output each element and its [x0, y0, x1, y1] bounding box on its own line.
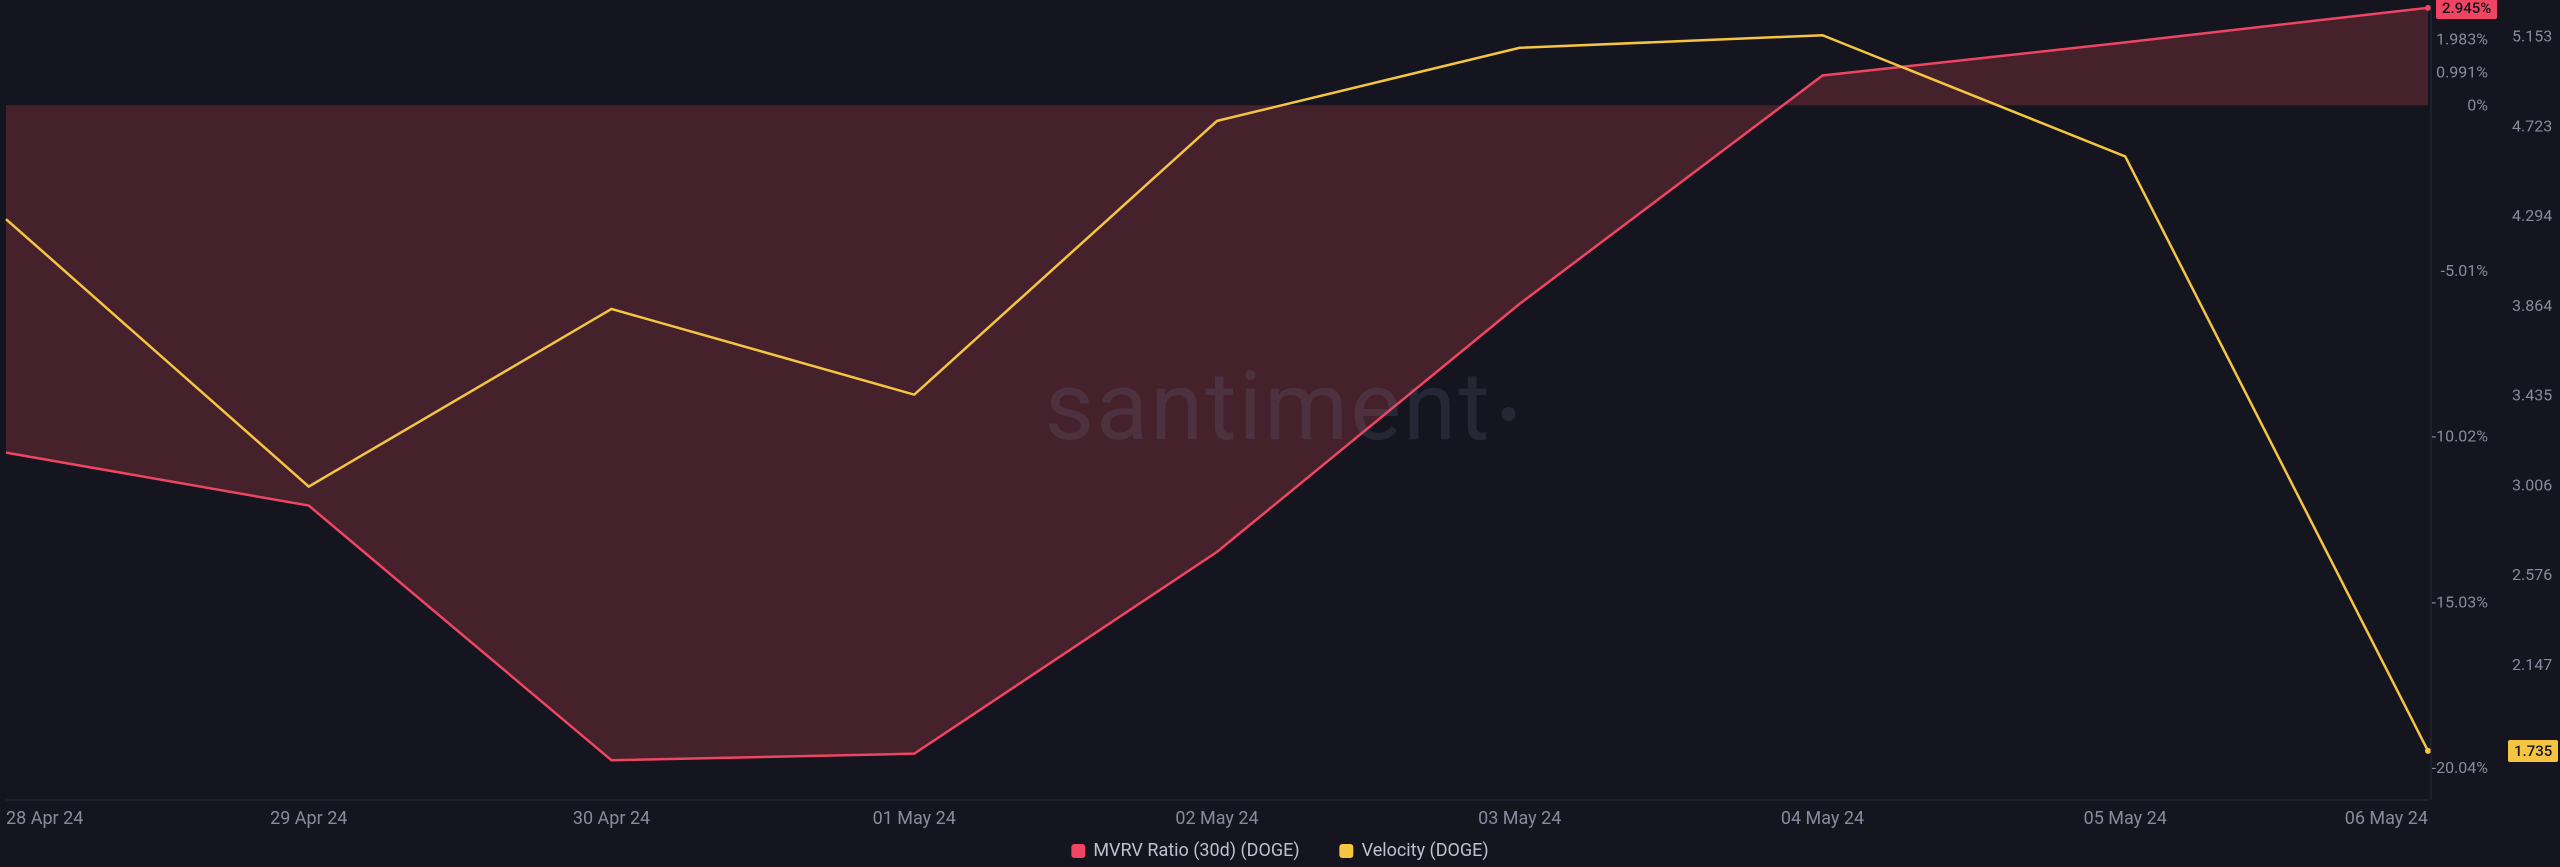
y-right-tick-label: 3.006: [2512, 475, 2552, 494]
badge-mvrv: 2.945%: [2436, 0, 2497, 19]
mvrv-end-marker: [2425, 5, 2431, 11]
x-tick-label: 28 Apr 24: [6, 808, 83, 829]
x-tick-label: 04 May 24: [1781, 808, 1864, 829]
x-tick-label: 06 May 24: [2345, 808, 2428, 829]
x-tick-label: 29 Apr 24: [270, 808, 347, 829]
x-tick-label: 30 Apr 24: [573, 808, 650, 829]
y-right-tick-label: 4.723: [2512, 117, 2552, 136]
y-left-tick-label: -5.01%: [2441, 261, 2489, 280]
y-right-tick-label: 2.147: [2512, 655, 2552, 674]
x-tick-label: 03 May 24: [1478, 808, 1561, 829]
y-left-tick-label: -20.04%: [2432, 758, 2489, 777]
y-left-tick-label: 0.991%: [2436, 62, 2488, 81]
legend-swatch-velocity: [1340, 844, 1354, 858]
chart-container: 28 Apr 24 29 Apr 24 30 Apr 24 01 May 24 02 M…: [0, 0, 2560, 867]
y-left-tick-label: -10.02%: [2432, 427, 2489, 446]
y-right-tick-label: 5.153: [2512, 27, 2552, 46]
legend: MVRV Ratio (30d) (DOGE) Velocity (DOGE): [1071, 840, 1488, 861]
y-right-tick-label: 3.864: [2512, 296, 2552, 315]
y-left-tick-label: 1.983%: [2436, 30, 2488, 49]
legend-label-mvrv: MVRV Ratio (30d) (DOGE): [1093, 840, 1299, 861]
x-tick-label: 02 May 24: [1175, 808, 1258, 829]
velocity-end-marker: [2425, 748, 2431, 754]
y-left-tick-label: -15.03%: [2432, 592, 2489, 611]
badge-velocity: 1.735: [2508, 740, 2558, 762]
y-right-tick-label: 3.435: [2512, 386, 2552, 405]
y-left-tick-label: 0%: [2467, 95, 2488, 114]
legend-item-velocity[interactable]: Velocity (DOGE): [1340, 840, 1489, 861]
y-right-tick-label: 4.294: [2512, 206, 2552, 225]
legend-label-velocity: Velocity (DOGE): [1362, 840, 1489, 861]
x-tick-label: 05 May 24: [2084, 808, 2167, 829]
legend-item-mvrv[interactable]: MVRV Ratio (30d) (DOGE): [1071, 840, 1299, 861]
y-right-tick-label: 2.576: [2512, 565, 2552, 584]
x-tick-label: 01 May 24: [873, 808, 956, 829]
legend-swatch-mvrv: [1071, 844, 1085, 858]
chart-svg: 28 Apr 24 29 Apr 24 30 Apr 24 01 May 24 02 M…: [0, 0, 2560, 867]
